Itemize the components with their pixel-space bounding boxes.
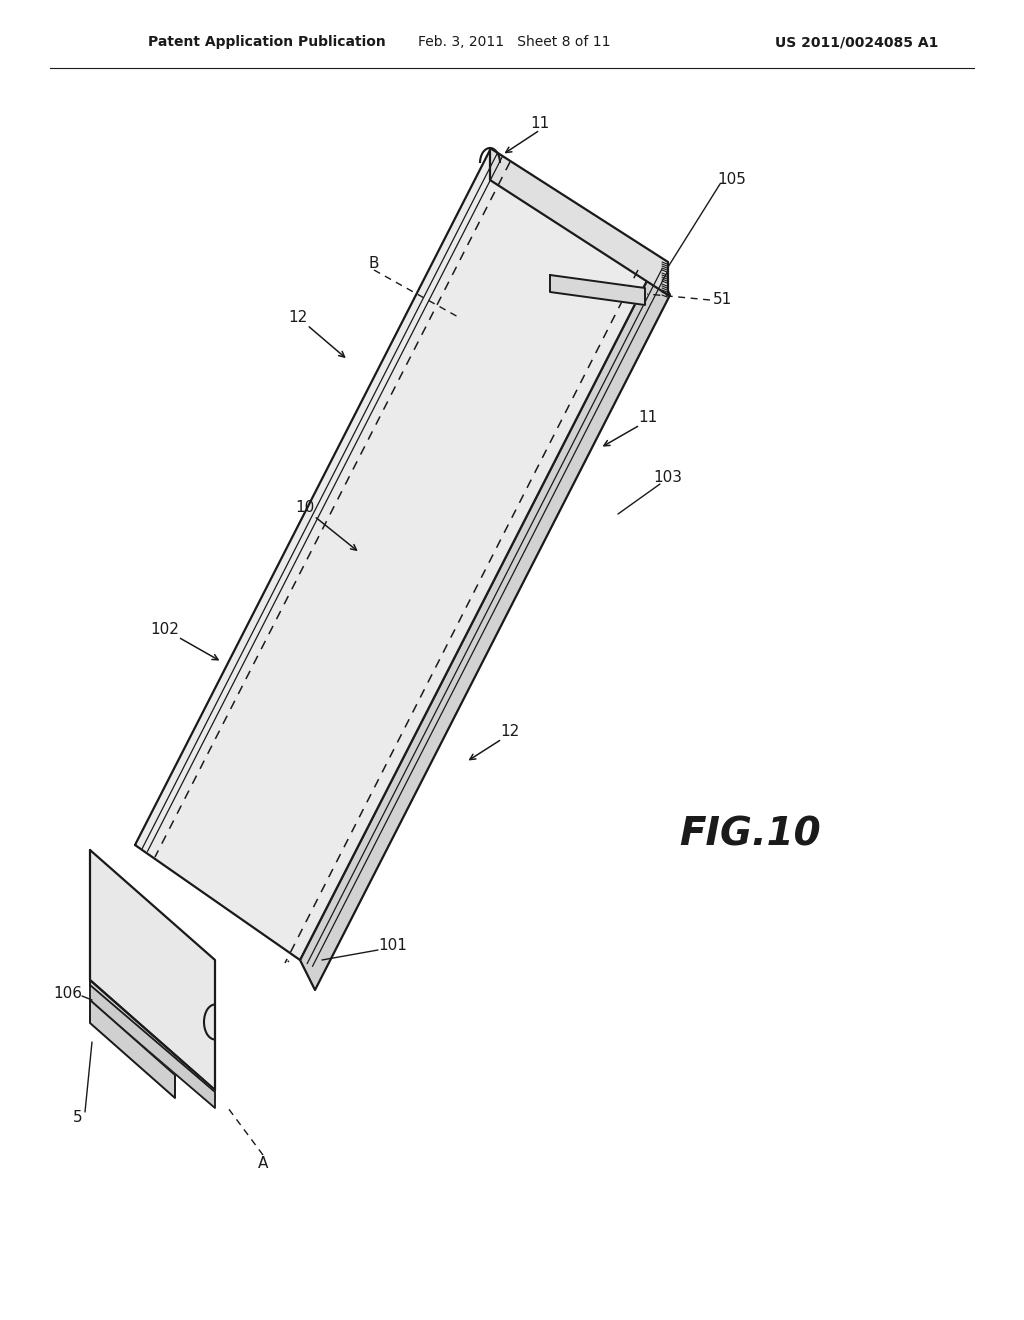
Polygon shape <box>490 148 668 294</box>
Polygon shape <box>90 985 215 1107</box>
Polygon shape <box>90 979 215 1100</box>
Text: 12: 12 <box>289 310 307 326</box>
Polygon shape <box>550 275 645 305</box>
Text: 102: 102 <box>151 623 179 638</box>
Text: 106: 106 <box>53 986 83 1001</box>
Text: 11: 11 <box>530 116 550 131</box>
Text: US 2011/0024085 A1: US 2011/0024085 A1 <box>775 36 938 49</box>
Polygon shape <box>90 1001 175 1098</box>
Text: Patent Application Publication: Patent Application Publication <box>148 36 386 49</box>
Text: A: A <box>258 1155 268 1171</box>
Text: 101: 101 <box>379 937 408 953</box>
Text: 103: 103 <box>653 470 683 486</box>
Polygon shape <box>300 265 670 990</box>
Text: Feb. 3, 2011   Sheet 8 of 11: Feb. 3, 2011 Sheet 8 of 11 <box>418 36 610 49</box>
Text: 11: 11 <box>638 411 657 425</box>
Text: FIG.10: FIG.10 <box>679 816 821 854</box>
Text: 51: 51 <box>713 293 731 308</box>
Text: B: B <box>369 256 379 271</box>
Polygon shape <box>135 150 655 960</box>
Text: 12: 12 <box>501 725 519 739</box>
Polygon shape <box>90 850 215 1090</box>
Text: 10: 10 <box>295 500 314 516</box>
Text: 5: 5 <box>73 1110 83 1126</box>
Text: 105: 105 <box>718 173 746 187</box>
